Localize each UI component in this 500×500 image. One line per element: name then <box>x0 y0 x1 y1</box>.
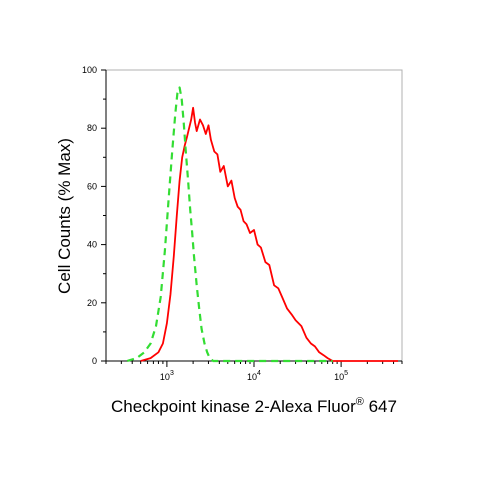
y-tick-label: 100 <box>82 65 97 75</box>
x-tick-label-exponent: 5 <box>344 370 348 377</box>
x-tick-label-exponent: 4 <box>257 370 261 377</box>
x-tick-label-exponent: 3 <box>170 370 174 377</box>
series-layer <box>126 86 398 363</box>
x-tick-label-base: 10 <box>334 372 344 382</box>
y-tick-label: 0 <box>92 356 97 366</box>
x-axis-title: Checkpoint kinase 2-Alexa Fluor® 647 <box>111 396 397 416</box>
x-axis-title-superscript: ® <box>356 396 364 408</box>
x-tick-label-base: 10 <box>247 372 257 382</box>
x-axis-ticks: 103 104 105 <box>105 361 403 382</box>
plot-frame-group <box>105 69 403 362</box>
y-axis-ticks: 0 20 40 60 80 100 <box>82 65 106 366</box>
y-tick-label: 60 <box>87 181 97 191</box>
plot-frame <box>105 69 403 362</box>
y-tick-label: 20 <box>87 298 97 308</box>
y-axis-title: Cell Counts (% Max) <box>55 138 74 294</box>
sample-histogram-line <box>140 106 398 362</box>
x-tick-label: 104 <box>247 370 261 382</box>
y-tick-label: 40 <box>87 240 97 250</box>
y-tick-label: 80 <box>87 123 97 133</box>
isotype-control-dashed-line <box>126 86 333 363</box>
x-tick-label-base: 10 <box>160 372 170 382</box>
x-tick-label: 105 <box>334 370 348 382</box>
x-tick-label: 103 <box>160 370 174 382</box>
x-axis-title-suffix: 647 <box>364 397 397 416</box>
